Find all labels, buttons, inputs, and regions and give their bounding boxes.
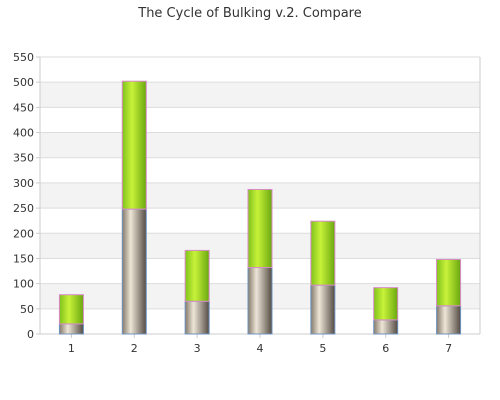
bar-segment-top — [373, 287, 399, 321]
bar-segment-bottom — [436, 305, 462, 335]
y-tick-label: 400 — [13, 127, 34, 140]
y-tick-label: 50 — [20, 303, 34, 316]
bar-segment-bottom — [184, 300, 210, 335]
y-tick-label: 200 — [13, 227, 34, 240]
bar-segment-bottom — [373, 319, 399, 335]
chart-title: The Cycle of Bulking v.2. Compare — [137, 6, 362, 21]
x-tick-label: 4 — [257, 342, 264, 355]
plot-band — [40, 132, 480, 158]
bar-segment-top — [247, 188, 273, 269]
x-tick-label: 6 — [382, 342, 389, 355]
bar-segment-top — [310, 220, 336, 286]
y-tick-label: 100 — [13, 278, 34, 291]
x-tick-label: 7 — [445, 342, 452, 355]
bar-segment-top — [58, 294, 84, 325]
x-tick-label: 1 — [68, 342, 75, 355]
y-tick-label: 0 — [27, 328, 34, 341]
x-tick-label: 2 — [131, 342, 138, 355]
bar-segment-bottom — [310, 284, 336, 335]
bar-segment-bottom — [58, 323, 84, 335]
bar-segment-top — [436, 258, 462, 307]
y-tick-label: 250 — [13, 202, 34, 215]
y-tick-label: 300 — [13, 177, 34, 190]
y-axis-labels: 0 50 100 150 200 250 300 350 400 450 500 550 — [13, 51, 34, 341]
axes — [36, 56, 481, 338]
bar-segment-top — [184, 249, 210, 302]
y-tick-label: 550 — [13, 51, 34, 64]
bar-segment-bottom — [121, 208, 147, 335]
bars — [58, 80, 462, 335]
bar-segment-top — [121, 80, 147, 210]
y-tick-label: 450 — [13, 101, 34, 114]
bar-segment-bottom — [247, 267, 273, 335]
plot-band — [40, 82, 480, 108]
x-tick-label: 3 — [194, 342, 201, 355]
y-tick-label: 500 — [13, 76, 34, 89]
x-axis-labels: 1 2 3 4 5 6 7 — [68, 342, 452, 355]
y-tick-label: 150 — [13, 252, 34, 265]
x-tick-label: 5 — [319, 342, 326, 355]
y-tick-label: 350 — [13, 152, 34, 165]
